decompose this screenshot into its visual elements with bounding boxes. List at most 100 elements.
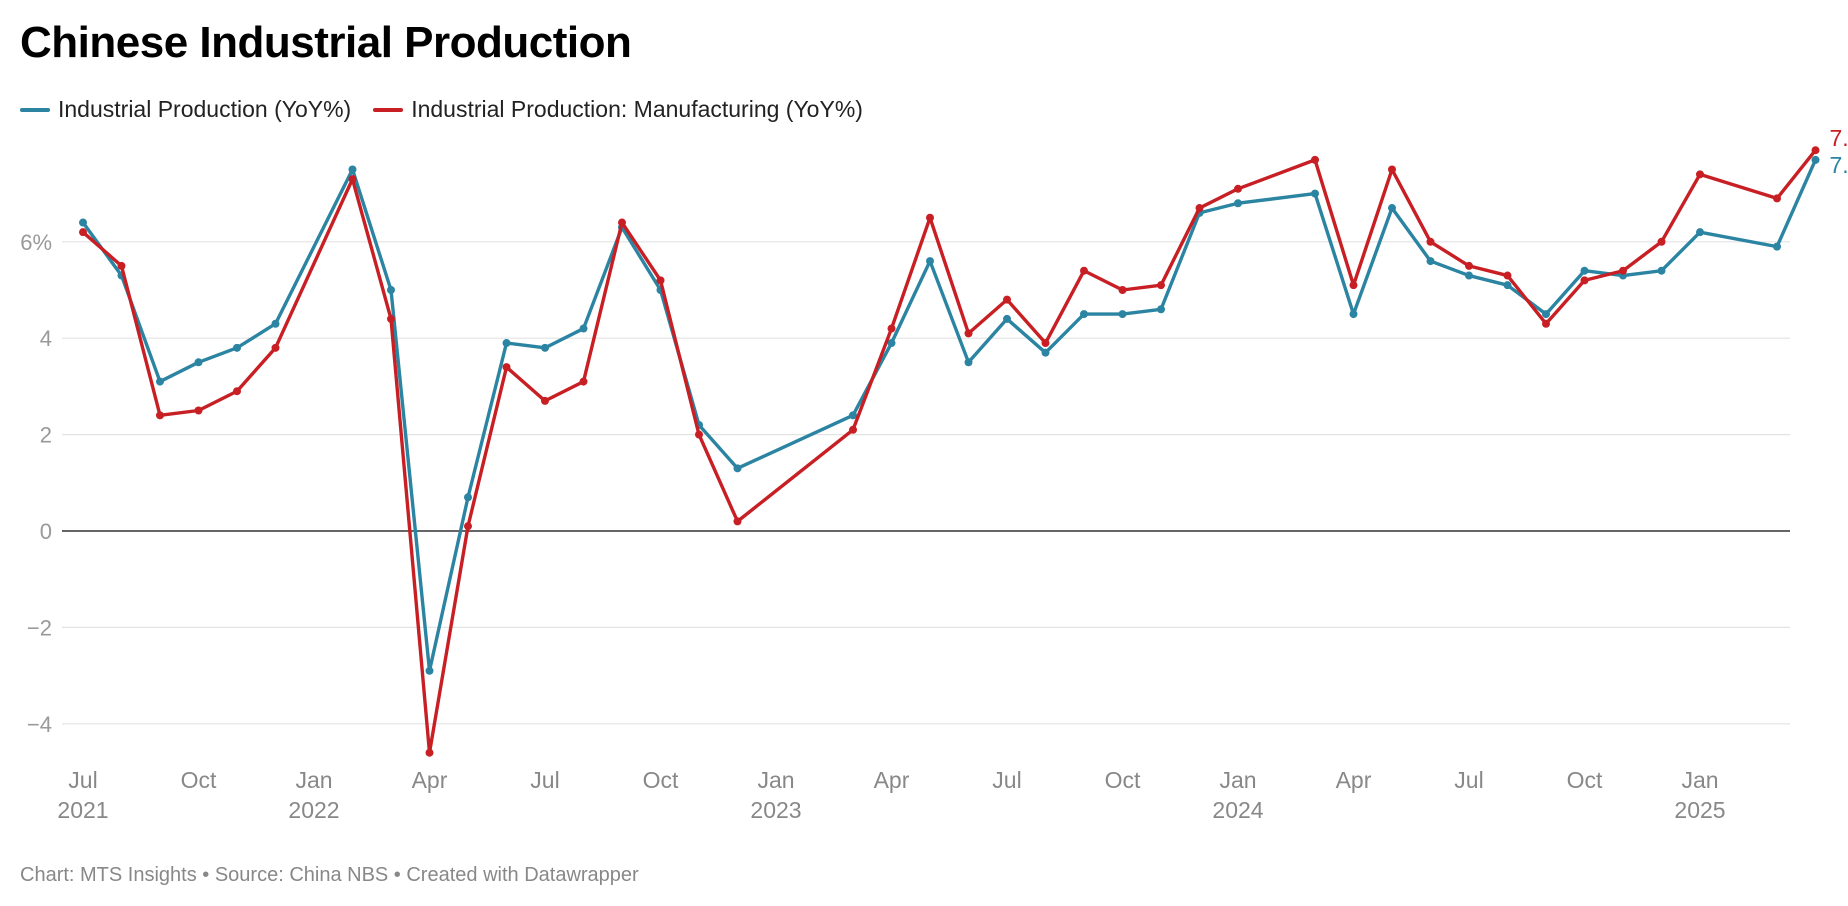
data-point [1811,146,1820,155]
legend-item-manufacturing: Industrial Production: Manufacturing (Yo… [373,96,863,123]
data-point [541,343,549,352]
data-point [387,314,395,323]
y-tick-label: 0 [40,519,52,544]
y-tick-label: 6% [20,230,52,255]
x-tick-label: Oct [181,767,217,793]
data-point [271,319,280,328]
y-tick-label: −4 [27,712,52,737]
data-point [695,430,703,439]
end-labels: 7.7%7.9% [1830,125,1848,178]
x-tick-label: Jul [530,767,559,793]
data-point [1503,281,1512,290]
legend-label-manufacturing: Industrial Production: Manufacturing (Yo… [411,96,863,122]
x-tick-year-label: 2021 [57,797,108,823]
data-point [117,261,126,270]
data-point [156,377,164,386]
data-point [964,358,973,367]
y-tick-label: 2 [40,423,52,448]
data-point [1195,204,1204,213]
data-point [425,666,434,675]
data-point [926,257,934,266]
legend: Industrial Production (YoY%) Industrial … [20,96,885,123]
data-point [1234,199,1242,208]
data-point [79,228,87,237]
data-point [1388,204,1396,213]
data-point [887,339,896,348]
y-axis: −4 −2 0 2 4 6% [20,230,52,737]
data-point [194,358,203,367]
data-point [1426,237,1435,246]
data-point [387,286,395,294]
x-tick-label: Jul [1454,767,1483,793]
data-point [1542,310,1550,319]
data-point [1465,261,1473,270]
data-point [1041,339,1050,348]
x-tick-label: Jan [1681,767,1718,793]
data-point [656,276,665,285]
data-point [1157,281,1165,290]
data-point [1349,281,1358,290]
series-layer [79,146,1820,757]
data-point [1311,155,1319,164]
data-point [579,377,588,386]
series-1 [79,146,1820,757]
data-point [348,165,357,174]
legend-swatch-manufacturing [373,107,404,112]
data-point [502,363,511,372]
data-point [1619,266,1627,275]
data-point [1349,310,1358,319]
data-point [1657,237,1666,246]
data-point [733,517,742,526]
data-point [1080,310,1088,319]
data-point [348,175,357,184]
x-tick-label: Apr [412,767,448,793]
end-label-series-0: 7.7% [1830,152,1848,178]
series-0 [79,155,1820,675]
x-tick-label: Oct [1567,767,1603,793]
x-tick-label: Apr [1336,767,1372,793]
data-point [271,343,280,352]
x-tick-year-label: 2022 [288,797,339,823]
x-tick-year-label: 2025 [1674,797,1725,823]
data-point [1580,266,1589,275]
x-tick-label: Oct [643,767,679,793]
data-point [849,411,857,420]
data-point [1388,165,1396,174]
data-point [1580,276,1589,285]
chart-title: Chinese Industrial Production [20,18,632,67]
data-point [1696,228,1704,237]
legend-item-industrial-production: Industrial Production (YoY%) [20,96,351,123]
data-point [1118,310,1127,319]
x-tick-label: Apr [874,767,910,793]
data-point [1503,271,1512,280]
data-point [1311,189,1319,198]
data-point [1773,242,1781,251]
grid-layer [62,241,1790,725]
data-point [425,748,434,757]
y-tick-label: 4 [40,326,52,351]
data-point [1696,170,1704,179]
data-point [1234,184,1242,193]
end-label-series-1: 7.9% [1830,125,1848,151]
data-point [1426,257,1435,266]
data-point [541,396,549,405]
chart-footer: Chart: MTS Insights • Source: China NBS … [20,864,639,886]
data-point [464,493,472,502]
series-line-0 [81,158,1818,673]
data-point [156,411,164,420]
data-point [733,464,742,473]
data-point [1080,266,1088,275]
data-point [887,324,896,333]
data-point [964,329,973,338]
data-point [194,406,203,415]
x-tick-label: Jan [295,767,332,793]
data-point [233,387,241,396]
data-point [926,213,934,222]
series-line-1 [81,148,1818,755]
data-point [1657,266,1666,275]
legend-label-industrial-production: Industrial Production (YoY%) [58,96,352,122]
data-point [464,522,472,531]
data-point [1542,319,1550,328]
data-point [579,324,588,333]
data-point [233,343,241,352]
